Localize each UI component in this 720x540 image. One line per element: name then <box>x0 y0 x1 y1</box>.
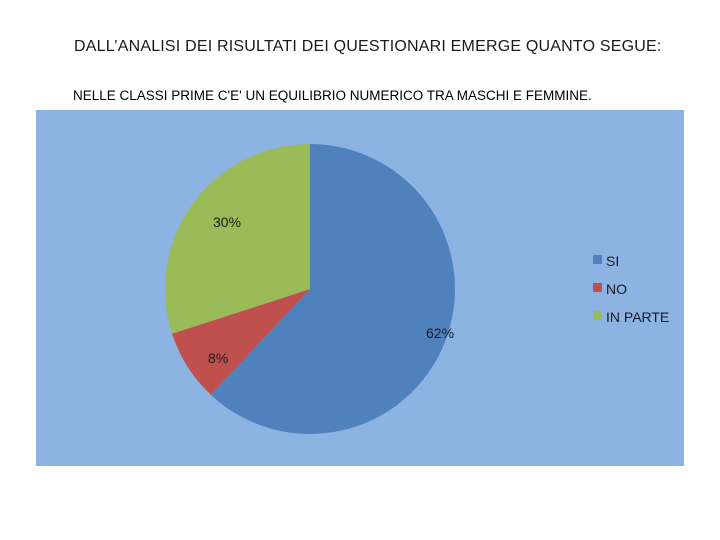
pie-chart-svg: 62% 8% 30% SI NO IN PARTE <box>36 110 684 466</box>
legend-label-si: SI <box>606 253 619 269</box>
legend-swatch-no <box>593 283 602 292</box>
legend-label-no: NO <box>606 281 627 297</box>
chart-legend: SI NO IN PARTE <box>593 253 669 325</box>
pie-slices <box>165 144 455 434</box>
page-subtitle: NELLE CLASSI PRIME C'E' UN EQUILIBRIO NU… <box>73 88 592 103</box>
data-label-si: 62% <box>426 325 454 341</box>
legend-swatch-si <box>593 255 602 264</box>
legend-swatch-in-parte <box>593 311 602 320</box>
pie-slice-no <box>172 289 310 395</box>
legend-label-in-parte: IN PARTE <box>606 309 669 325</box>
pie-chart: 62% 8% 30% SI NO IN PARTE <box>36 110 684 466</box>
pie-slice-in-parte <box>165 144 310 334</box>
data-label-no: 8% <box>208 350 228 366</box>
pie-data-labels: 62% 8% 30% <box>208 214 454 366</box>
pie-slice-si <box>210 144 455 434</box>
data-label-in-parte: 30% <box>213 214 241 230</box>
page-title: DALL’ANALISI DEI RISULTATI DEI QUESTIONA… <box>74 38 662 55</box>
